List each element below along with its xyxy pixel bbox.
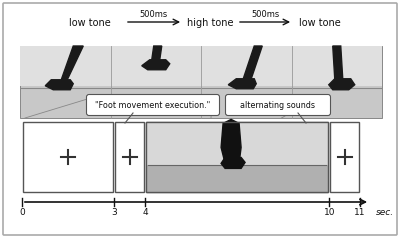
Polygon shape [152, 46, 162, 60]
Bar [292, 46, 382, 86]
Polygon shape [228, 79, 256, 89]
Text: 11: 11 [354, 208, 366, 217]
Text: alternating sounds: alternating sounds [240, 100, 316, 109]
Text: 0: 0 [19, 208, 25, 217]
Bar [20, 46, 382, 118]
Text: sec.: sec. [376, 208, 394, 217]
Polygon shape [45, 80, 73, 90]
Bar [201, 46, 292, 86]
Polygon shape [142, 60, 170, 70]
Bar [146, 122, 328, 165]
Bar [23, 122, 113, 192]
Bar [330, 122, 359, 192]
Polygon shape [61, 46, 83, 80]
Text: 4: 4 [142, 208, 148, 217]
Bar [20, 46, 110, 86]
FancyBboxPatch shape [86, 94, 220, 115]
Text: 500ms: 500ms [251, 10, 279, 19]
FancyBboxPatch shape [226, 94, 330, 115]
Bar [146, 122, 328, 192]
Polygon shape [221, 119, 241, 164]
Text: 10: 10 [324, 208, 335, 217]
Text: low tone: low tone [299, 18, 341, 28]
Text: 3: 3 [111, 208, 117, 217]
Polygon shape [243, 46, 262, 79]
Bar [146, 122, 328, 192]
Text: high tone: high tone [187, 18, 233, 28]
Text: 500ms: 500ms [140, 10, 168, 19]
Polygon shape [329, 79, 355, 90]
Bar [146, 122, 328, 192]
Polygon shape [333, 46, 343, 79]
Bar [110, 46, 201, 86]
Text: low tone: low tone [69, 18, 111, 28]
Text: "Foot movement execution.": "Foot movement execution." [95, 100, 211, 109]
Bar [115, 122, 144, 192]
Polygon shape [221, 157, 245, 169]
FancyBboxPatch shape [3, 3, 397, 235]
